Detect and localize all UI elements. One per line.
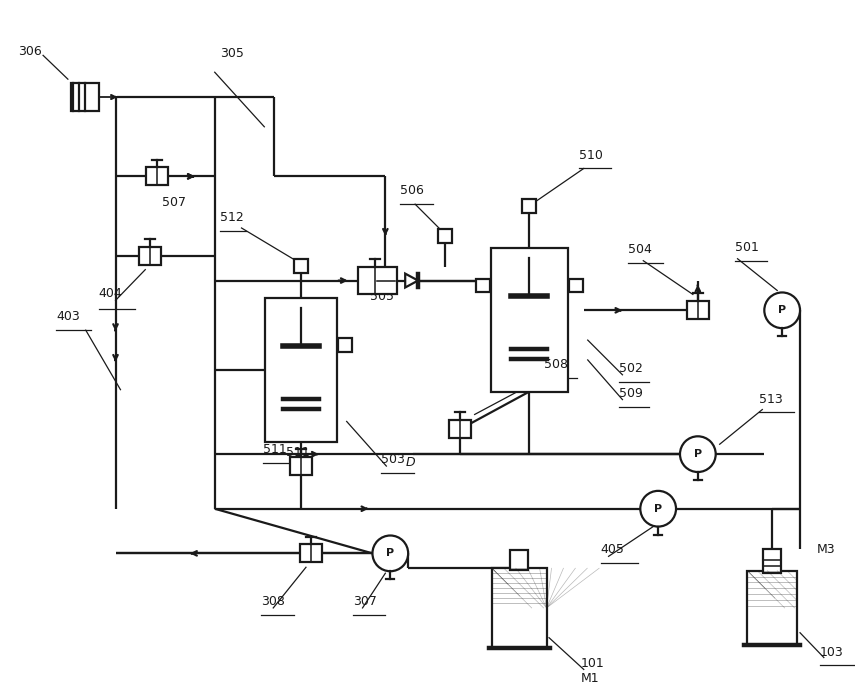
Text: 405: 405 [601, 543, 625, 556]
Text: P: P [654, 504, 662, 514]
Bar [338, 338, 352, 352]
Circle shape [372, 535, 408, 571]
Text: D: D [405, 456, 414, 469]
Bar [764, 549, 781, 572]
Circle shape [680, 436, 716, 472]
Text: 502: 502 [619, 362, 644, 375]
Text: 508: 508 [544, 358, 568, 371]
Text: P: P [386, 549, 395, 559]
Text: P: P [694, 449, 702, 459]
Text: 511: 511 [263, 443, 287, 456]
Text: 404: 404 [99, 287, 123, 301]
Bar [146, 168, 168, 185]
Text: 103: 103 [820, 646, 843, 658]
Bar [294, 259, 308, 273]
Text: M3: M3 [817, 543, 836, 556]
Bar [358, 266, 397, 294]
Bar [300, 545, 322, 562]
Text: 503: 503 [382, 453, 405, 466]
Bar [747, 570, 797, 645]
Circle shape [764, 292, 800, 328]
Bar [475, 279, 490, 292]
Text: 403: 403 [56, 310, 80, 323]
Polygon shape [405, 273, 418, 287]
Text: 513: 513 [759, 393, 783, 405]
Text: 509: 509 [619, 387, 644, 400]
Text: 504: 504 [628, 243, 652, 256]
Text: 506: 506 [400, 185, 424, 197]
Text: M1: M1 [581, 672, 600, 685]
Bar [511, 550, 529, 570]
Bar [290, 457, 312, 475]
Text: 307: 307 [353, 595, 377, 608]
Bar [449, 420, 471, 438]
Text: P: P [778, 305, 786, 315]
Text: 501: 501 [734, 240, 758, 254]
Bar [71, 83, 99, 111]
Bar [265, 298, 336, 442]
Text: 505: 505 [371, 290, 395, 303]
Bar [569, 279, 583, 292]
Bar [492, 568, 547, 647]
Text: 507: 507 [162, 196, 186, 209]
Bar [491, 248, 568, 392]
Text: 308: 308 [262, 595, 285, 608]
Bar [687, 301, 709, 319]
Bar [438, 229, 452, 243]
Text: 511: 511 [287, 446, 310, 459]
Text: 512: 512 [220, 211, 244, 224]
Circle shape [640, 491, 676, 526]
Text: 306: 306 [18, 45, 42, 58]
Bar [523, 199, 536, 213]
Text: 510: 510 [579, 148, 602, 161]
Text: 305: 305 [220, 48, 244, 60]
Bar [139, 247, 161, 265]
Text: 101: 101 [581, 658, 605, 670]
